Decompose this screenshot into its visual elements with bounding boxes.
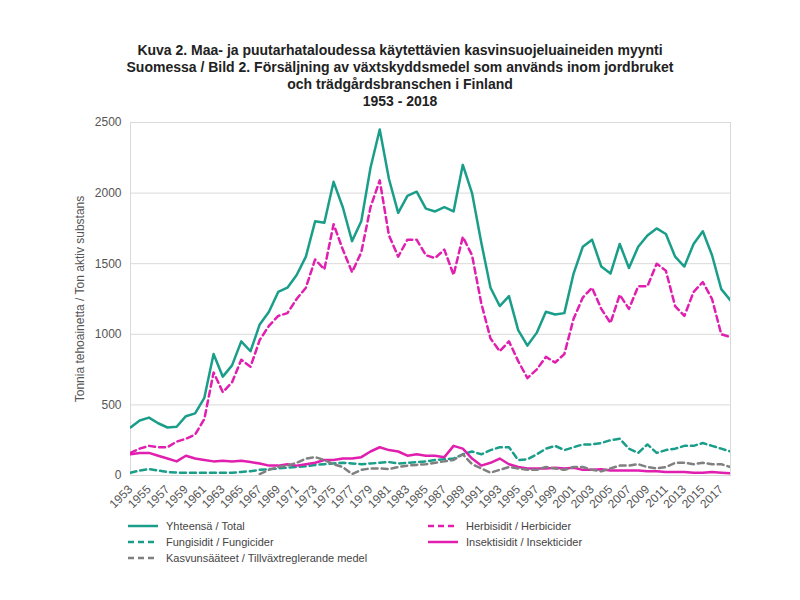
svg-text:1969: 1969 bbox=[254, 482, 283, 511]
svg-text:1961: 1961 bbox=[180, 482, 210, 511]
svg-text:1981: 1981 bbox=[365, 482, 394, 511]
svg-text:1959: 1959 bbox=[161, 482, 191, 511]
html-text:Insektisidit / Insekticider: Insektisidit / Insekticider bbox=[466, 536, 583, 548]
svg-text:1971: 1971 bbox=[272, 482, 302, 511]
svg-text:2001: 2001 bbox=[549, 482, 579, 511]
svg-text:1967: 1967 bbox=[235, 482, 265, 511]
svg-text:1991: 1991 bbox=[457, 482, 487, 511]
svg-text:1999: 1999 bbox=[531, 482, 560, 511]
svg-text:1973: 1973 bbox=[291, 482, 320, 511]
html-text:1953 - 2018: 1953 - 2018 bbox=[362, 93, 438, 109]
svg-text:1995: 1995 bbox=[494, 482, 523, 511]
svg-text:2009: 2009 bbox=[623, 482, 653, 511]
html-text:Yhteensä / Total: Yhteensä / Total bbox=[166, 520, 245, 532]
svg-text:2003: 2003 bbox=[568, 482, 597, 511]
html-text:Herbisidit / Herbicider: Herbisidit / Herbicider bbox=[466, 520, 572, 532]
svg-text:2005: 2005 bbox=[586, 482, 616, 511]
svg-text:2500: 2500 bbox=[95, 115, 122, 129]
html-text:Fungisidit / Fungicider: Fungisidit / Fungicider bbox=[166, 536, 274, 548]
svg-text:1989: 1989 bbox=[438, 482, 468, 511]
svg-text:2000: 2000 bbox=[95, 186, 122, 200]
html-text:Kuva 2. Maa- ja puutarhataloud: Kuva 2. Maa- ja puutarhataloudessa käyte… bbox=[126, 42, 674, 92]
svg-text:2011: 2011 bbox=[642, 482, 671, 511]
svg-text:1975: 1975 bbox=[309, 482, 339, 511]
svg-text:Tonnia tehoainetta / Ton aktiv: Tonnia tehoainetta / Ton aktiv substans bbox=[73, 196, 87, 403]
svg-text:0: 0 bbox=[115, 468, 122, 482]
svg-text:1993: 1993 bbox=[475, 482, 505, 511]
svg-text:1979: 1979 bbox=[346, 482, 376, 511]
svg-text:1000: 1000 bbox=[95, 327, 122, 341]
svg-text:1965: 1965 bbox=[217, 482, 247, 511]
svg-text:1985: 1985 bbox=[401, 482, 431, 511]
svg-text:1955: 1955 bbox=[125, 482, 154, 511]
svg-text:2013: 2013 bbox=[660, 482, 690, 511]
svg-text:1987: 1987 bbox=[420, 482, 450, 511]
svg-text:1953: 1953 bbox=[106, 482, 136, 511]
svg-text:1983: 1983 bbox=[383, 482, 413, 511]
svg-text:1997: 1997 bbox=[512, 482, 542, 511]
svg-text:500: 500 bbox=[101, 398, 121, 412]
svg-text:2007: 2007 bbox=[605, 482, 634, 511]
svg-text:2017: 2017 bbox=[697, 482, 726, 511]
html-text:Kasvunsääteet / Tillväxtregler: Kasvunsääteet / Tillväxtreglerande medel bbox=[166, 552, 368, 564]
svg-text:2015: 2015 bbox=[678, 482, 708, 511]
svg-text:1957: 1957 bbox=[143, 482, 173, 511]
svg-text:1977: 1977 bbox=[328, 482, 357, 511]
svg-text:1963: 1963 bbox=[198, 482, 228, 511]
svg-text:1500: 1500 bbox=[95, 257, 122, 271]
